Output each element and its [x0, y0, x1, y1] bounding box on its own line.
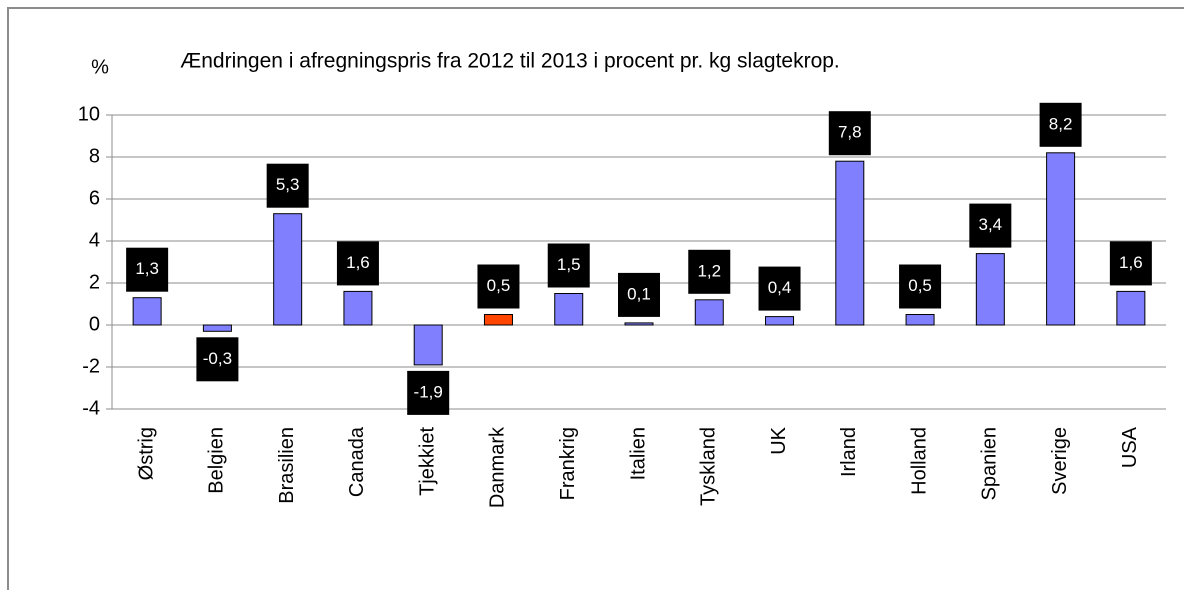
value-label: 1,6 [1119, 253, 1143, 272]
bar [1116, 290, 1146, 326]
value-label-box [1109, 241, 1152, 286]
value-label-box [969, 203, 1012, 248]
value-label-box [196, 337, 239, 382]
x-tick-label: Holland [908, 427, 930, 495]
chart-title: Ændringen i afregningspris fra 2012 til … [180, 50, 840, 73]
bar [554, 293, 584, 326]
x-tick-label: Tyskland [698, 427, 720, 506]
y-tick-label: 6 [89, 187, 100, 209]
bar [132, 297, 162, 326]
value-label: 0,4 [768, 278, 792, 297]
x-tick-label: Canada [346, 426, 368, 497]
x-tick-label: Belgien [206, 427, 228, 494]
y-tick-label: -2 [82, 355, 100, 377]
value-label: 0,5 [908, 276, 932, 295]
value-label-box [828, 111, 871, 156]
x-tick-label: Brasilien [276, 427, 298, 504]
bar [273, 213, 303, 326]
bar [202, 324, 232, 332]
x-tick-label: Spanien [979, 427, 1001, 500]
y-tick-label: 4 [89, 229, 100, 251]
bar [1046, 152, 1076, 326]
value-label: -0,3 [203, 349, 232, 368]
value-label-box [266, 163, 309, 208]
value-label-box [1039, 102, 1082, 147]
y-tick-label: 8 [89, 145, 100, 167]
x-tick-label: Østrig [135, 427, 157, 480]
value-label: 1,2 [697, 261, 721, 280]
y-tick-label: 10 [78, 103, 100, 125]
bar [483, 314, 513, 326]
bar [413, 324, 443, 366]
bar [624, 322, 654, 326]
x-tick-label: Frankrig [557, 427, 579, 500]
value-label: -1,9 [414, 382, 443, 401]
x-tick-label: USA [1119, 426, 1141, 468]
bar [835, 160, 865, 326]
x-tick-label: Irland [838, 427, 860, 477]
value-label-box [688, 249, 731, 294]
x-tick-label: UK [768, 426, 790, 454]
y-tick-label: 2 [89, 271, 100, 293]
bar [905, 314, 935, 326]
bar [343, 290, 373, 326]
x-tick-label: Danmark [487, 426, 509, 508]
bar [975, 253, 1005, 326]
value-label: 1,5 [557, 255, 581, 274]
value-label: 1,3 [135, 259, 159, 278]
value-label-box [336, 241, 379, 286]
x-tick-label: Italien [627, 427, 649, 480]
x-tick-label: Sverige [1049, 427, 1071, 495]
y-axis-label: % [91, 56, 109, 78]
value-label-box [899, 264, 942, 309]
value-label: 0,1 [627, 284, 651, 303]
value-label-box [477, 264, 520, 309]
value-label-box [126, 247, 169, 292]
x-tick-label: Tjekkiet [416, 427, 438, 496]
bar [694, 299, 724, 326]
value-label: 7,8 [838, 123, 862, 142]
chart-frame [7, 7, 1184, 590]
value-label-box [547, 243, 590, 288]
value-label-box [758, 266, 801, 311]
value-label: 5,3 [276, 175, 300, 194]
value-label: 1,6 [346, 253, 370, 272]
value-label: 8,2 [1049, 114, 1073, 133]
value-label: 0,5 [487, 276, 511, 295]
value-label-box [618, 272, 660, 317]
value-label: 3,4 [979, 215, 1003, 234]
bar [765, 316, 795, 326]
y-tick-label: -4 [82, 397, 100, 419]
y-tick-label: 0 [89, 313, 100, 335]
value-label-box [407, 370, 450, 415]
